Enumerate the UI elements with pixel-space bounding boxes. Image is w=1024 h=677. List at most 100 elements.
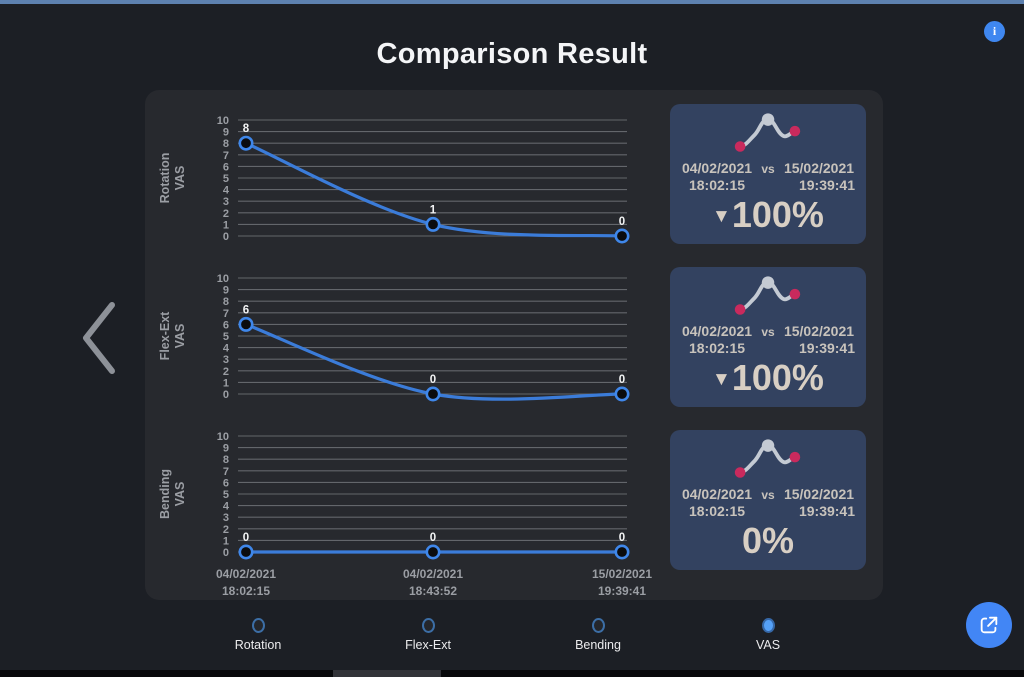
svg-text:9: 9 bbox=[223, 285, 229, 297]
card-time-right: 19:39:41 bbox=[798, 503, 855, 519]
svg-text:0: 0 bbox=[223, 547, 229, 559]
radio-label: Rotation bbox=[234, 638, 282, 652]
card-date-left: 04/02/2021 bbox=[681, 323, 753, 339]
svg-text:6: 6 bbox=[243, 304, 249, 316]
percent-value: 0% bbox=[741, 520, 795, 561]
svg-text:4: 4 bbox=[223, 501, 230, 513]
card-time-right: 19:39:41 bbox=[798, 340, 855, 356]
svg-text:0: 0 bbox=[619, 374, 625, 386]
svg-text:6: 6 bbox=[223, 319, 229, 331]
comparison-card-flexext: 04/02/2021 vs 15/02/2021 18:02:15 19:39:… bbox=[670, 267, 866, 407]
svg-text:0: 0 bbox=[619, 532, 625, 544]
svg-text:2: 2 bbox=[223, 208, 229, 220]
radio-label: VAS bbox=[755, 638, 781, 652]
radio-flexext[interactable]: Flex-Ext bbox=[358, 618, 498, 652]
card-vs-label: vs bbox=[761, 325, 775, 339]
comparison-card-bending: 04/02/2021 vs 15/02/2021 18:02:15 19:39:… bbox=[670, 430, 866, 570]
radio-label: Flex-Ext bbox=[405, 638, 451, 652]
percent-change: ▼100% bbox=[670, 195, 866, 242]
svg-text:6: 6 bbox=[223, 477, 229, 489]
svg-text:8: 8 bbox=[223, 454, 229, 466]
svg-text:1: 1 bbox=[223, 535, 229, 547]
percent-value: 100% bbox=[731, 357, 824, 398]
svg-text:0: 0 bbox=[223, 389, 229, 401]
radio-bending[interactable]: Bending bbox=[528, 618, 668, 652]
svg-text:4: 4 bbox=[223, 185, 230, 197]
svg-text:2: 2 bbox=[223, 366, 229, 378]
trend-down-icon: ▼ bbox=[712, 206, 731, 227]
svg-text:2: 2 bbox=[223, 524, 229, 536]
page-title: Comparison Result bbox=[376, 38, 648, 70]
trend-sparkline-icon bbox=[670, 267, 866, 322]
svg-text:7: 7 bbox=[223, 466, 229, 478]
info-icon: i bbox=[992, 24, 997, 38]
svg-text:1: 1 bbox=[223, 377, 229, 389]
svg-text:1: 1 bbox=[430, 204, 437, 216]
previous-page-button[interactable] bbox=[79, 300, 119, 376]
svg-text:9: 9 bbox=[223, 127, 229, 139]
svg-text:0: 0 bbox=[619, 216, 625, 228]
radio-rotation[interactable]: Rotation bbox=[188, 618, 328, 652]
svg-text:0: 0 bbox=[430, 374, 436, 386]
radio-circle-icon bbox=[761, 618, 775, 633]
svg-text:0: 0 bbox=[430, 532, 436, 544]
percent-change: ▼100% bbox=[670, 358, 866, 405]
svg-text:10: 10 bbox=[217, 431, 229, 443]
open-external-icon bbox=[980, 616, 998, 634]
horizontal-scrollbar[interactable] bbox=[0, 670, 1024, 677]
svg-text:0: 0 bbox=[223, 231, 229, 243]
top-accent-bar bbox=[0, 0, 1024, 4]
svg-text:Flex-ExtVAS: Flex-ExtVAS bbox=[158, 311, 187, 360]
svg-text:8: 8 bbox=[223, 296, 229, 308]
svg-text:10: 10 bbox=[217, 273, 229, 285]
percent-change: ▼0% bbox=[670, 521, 866, 561]
svg-text:3: 3 bbox=[223, 354, 229, 366]
svg-text:8: 8 bbox=[223, 138, 229, 150]
radio-circle-icon bbox=[421, 618, 435, 633]
svg-text:10: 10 bbox=[217, 115, 229, 127]
svg-text:1: 1 bbox=[223, 219, 229, 231]
svg-text:4: 4 bbox=[223, 343, 230, 355]
svg-text:BendingVAS: BendingVAS bbox=[158, 469, 187, 519]
svg-text:0: 0 bbox=[243, 532, 249, 544]
svg-text:7: 7 bbox=[223, 308, 229, 320]
chevron-left-icon bbox=[83, 302, 115, 374]
trend-sparkline-icon bbox=[670, 104, 866, 159]
svg-text:9: 9 bbox=[223, 443, 229, 455]
scrollbar-thumb[interactable] bbox=[333, 670, 441, 677]
radio-vas[interactable]: VAS bbox=[698, 618, 838, 652]
svg-text:3: 3 bbox=[223, 196, 229, 208]
card-time-left: 18:02:15 bbox=[688, 177, 746, 193]
svg-text:5: 5 bbox=[223, 489, 229, 501]
percent-value: 100% bbox=[731, 194, 824, 235]
card-date-left: 04/02/2021 bbox=[681, 486, 753, 502]
card-date-right: 15/02/2021 bbox=[783, 160, 855, 176]
svg-text:5: 5 bbox=[223, 173, 229, 185]
svg-text:RotationVAS: RotationVAS bbox=[158, 153, 187, 204]
card-time-left: 18:02:15 bbox=[688, 503, 746, 519]
comparison-card-rotation: 04/02/2021 vs 15/02/2021 18:02:15 19:39:… bbox=[670, 104, 866, 244]
radio-circle-icon bbox=[591, 618, 605, 633]
radio-label: Bending bbox=[575, 638, 621, 652]
export-button[interactable] bbox=[966, 602, 1012, 648]
card-date-right: 15/02/2021 bbox=[783, 323, 855, 339]
svg-text:8: 8 bbox=[243, 123, 250, 135]
trend-down-icon: ▼ bbox=[712, 369, 731, 390]
trend-sparkline-icon bbox=[670, 430, 866, 485]
radio-circle-icon bbox=[251, 618, 265, 633]
svg-text:3: 3 bbox=[223, 512, 229, 524]
card-date-left: 04/02/2021 bbox=[681, 160, 753, 176]
card-date-right: 15/02/2021 bbox=[783, 486, 855, 502]
svg-text:6: 6 bbox=[223, 161, 229, 173]
card-vs-label: vs bbox=[761, 488, 775, 502]
vas-comparison-charts: 109876543210RotationVAS810109876543210Fl… bbox=[158, 115, 652, 598]
info-button[interactable]: i bbox=[984, 21, 1005, 42]
comparison-panel: 10 9 8 7 6 5 4 3 2 1 0 RotationVAS 8 1 0 10 9 8 7 6 5 4 3 2 1 0 Fl… bbox=[145, 90, 883, 600]
card-vs-label: vs bbox=[761, 162, 775, 176]
card-time-right: 19:39:41 bbox=[798, 177, 855, 193]
card-time-left: 18:02:15 bbox=[688, 340, 746, 356]
svg-text:7: 7 bbox=[223, 150, 229, 162]
